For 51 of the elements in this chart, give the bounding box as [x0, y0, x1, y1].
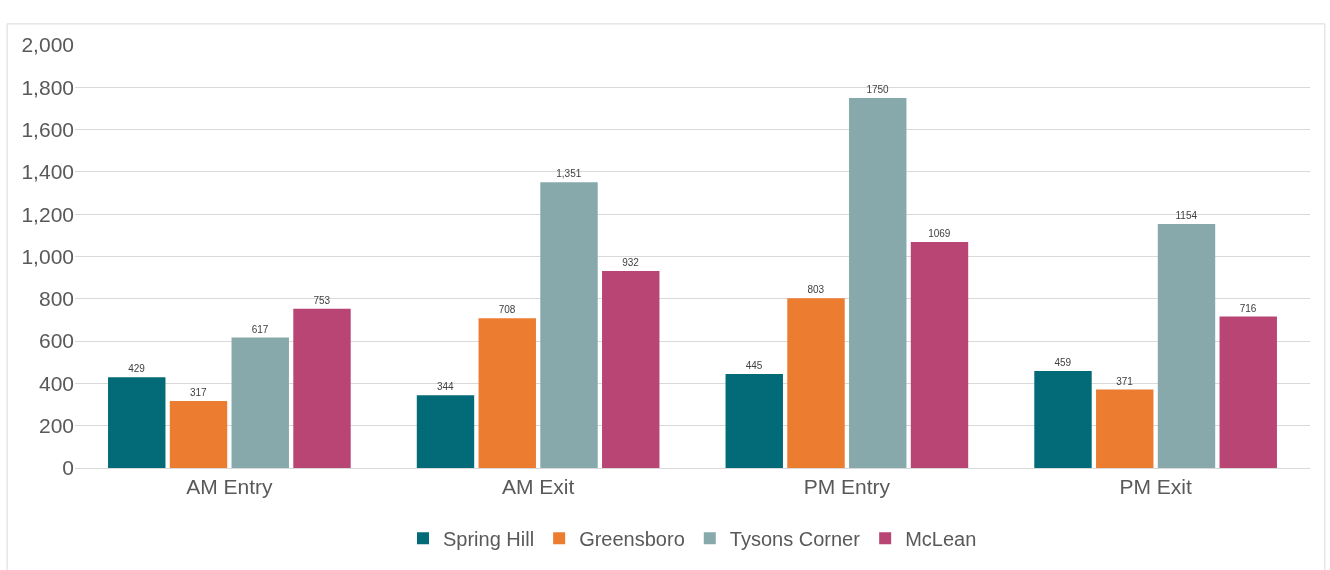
data-label: 803 — [807, 284, 825, 296]
data-label: 1,351 — [556, 168, 582, 180]
legend-label: Tysons Corner — [729, 528, 861, 551]
bar — [293, 308, 351, 468]
bar — [849, 97, 907, 468]
bar — [231, 337, 289, 468]
legend-label: Greensboro — [579, 528, 685, 551]
data-label: 932 — [622, 256, 640, 268]
data-label: 429 — [128, 363, 146, 375]
y-tick-label: 200 — [38, 414, 74, 438]
data-label: 1750 — [866, 83, 890, 95]
bar — [478, 318, 536, 468]
bar — [787, 298, 845, 468]
x-tick-label: PM Entry — [803, 475, 891, 499]
bar — [1034, 370, 1092, 468]
bar — [416, 395, 475, 468]
x-tick-label: PM Exit — [1119, 475, 1192, 499]
data-label: 1154 — [1175, 209, 1198, 221]
bar — [108, 377, 166, 468]
y-tick-label: 1,000 — [21, 244, 74, 268]
data-label: 708 — [498, 304, 516, 316]
y-tick-label: 0 — [62, 456, 74, 480]
y-tick-label: 800 — [38, 287, 74, 311]
data-label: 753 — [313, 294, 331, 306]
x-tick-label: AM Entry — [186, 475, 274, 499]
data-label: 344 — [436, 381, 455, 393]
y-tick-label: 1,400 — [21, 160, 74, 184]
bar — [1219, 316, 1277, 468]
legend-label: Spring Hill — [443, 528, 535, 551]
data-label: 317 — [189, 386, 208, 398]
data-label: 617 — [251, 323, 269, 335]
y-tick-label: 1,200 — [21, 202, 74, 226]
x-tick-label: AM Exit — [501, 475, 575, 499]
data-label: 716 — [1239, 302, 1257, 314]
y-tick-label: 2,000 — [21, 33, 74, 57]
y-tick-label: 400 — [38, 371, 74, 395]
bar — [602, 270, 660, 468]
bar — [1096, 389, 1154, 468]
data-label: 371 — [1116, 375, 1134, 387]
bar — [725, 373, 783, 468]
bar — [540, 182, 598, 468]
bar — [910, 241, 969, 468]
data-label: 459 — [1054, 356, 1072, 368]
y-tick-label: 1,600 — [21, 117, 74, 141]
data-label: 1069 — [928, 227, 951, 239]
data-label: 445 — [745, 359, 763, 371]
y-tick-label: 600 — [38, 329, 74, 353]
bar — [169, 400, 228, 468]
legend-label: McLean — [905, 528, 977, 551]
bar — [1157, 223, 1216, 468]
y-tick-label: 1,800 — [21, 75, 74, 99]
